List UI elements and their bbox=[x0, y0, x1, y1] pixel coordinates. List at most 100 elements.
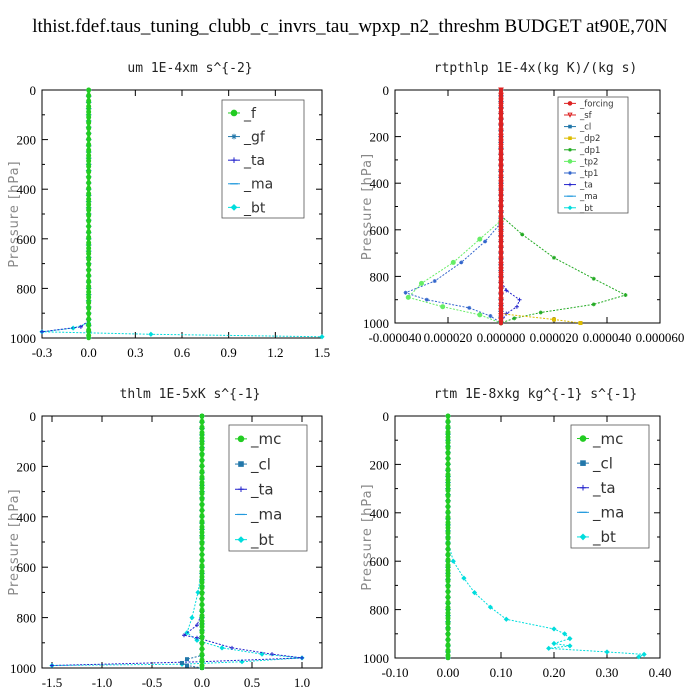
data-point bbox=[498, 220, 504, 227]
x-tick-label: 0.5 bbox=[244, 675, 260, 690]
legend-entry: _ma bbox=[250, 506, 282, 525]
data-point bbox=[199, 624, 205, 630]
data-point bbox=[199, 529, 205, 535]
legend-marker bbox=[568, 182, 572, 187]
data-point bbox=[483, 239, 488, 244]
data-point bbox=[199, 507, 205, 513]
data-point bbox=[199, 474, 205, 480]
data-point bbox=[445, 557, 451, 563]
data-point bbox=[498, 195, 504, 201]
data-point bbox=[445, 583, 451, 589]
zero-line-overlay bbox=[199, 413, 205, 668]
data-point bbox=[498, 225, 504, 232]
legend-marker bbox=[579, 533, 587, 541]
data-point bbox=[86, 109, 92, 115]
legend-entry: _bt bbox=[592, 528, 616, 547]
x-tick-label: 0.30 bbox=[596, 665, 619, 680]
data-point bbox=[199, 496, 205, 502]
data-point bbox=[319, 334, 325, 340]
y-tick-label: 200 bbox=[370, 130, 390, 145]
data-point bbox=[86, 229, 92, 235]
series-line bbox=[500, 90, 581, 324]
series-line bbox=[51, 416, 303, 666]
data-point bbox=[86, 223, 92, 229]
x-tick-label: -0.000040 bbox=[368, 330, 421, 345]
data-point bbox=[424, 297, 429, 302]
data-point bbox=[86, 300, 92, 306]
data-point bbox=[199, 629, 205, 635]
data-point bbox=[199, 590, 205, 596]
data-point bbox=[445, 493, 451, 499]
data-point bbox=[498, 113, 504, 119]
data-point bbox=[270, 652, 274, 657]
legend-entry: _ma bbox=[243, 177, 273, 193]
data-point bbox=[498, 143, 504, 150]
data-point bbox=[180, 660, 184, 665]
data-point bbox=[636, 654, 642, 660]
data-point bbox=[546, 645, 552, 651]
data-point bbox=[562, 631, 568, 637]
panel-title: rtpthlp 1E-4x(kg K)/(kg s) bbox=[434, 61, 638, 76]
legend-entry: _mc bbox=[250, 430, 281, 449]
x-tick-label: 0.000020 bbox=[424, 330, 473, 345]
data-point bbox=[459, 260, 464, 265]
data-point bbox=[445, 519, 451, 525]
data-point bbox=[498, 133, 504, 140]
data-point bbox=[199, 463, 205, 469]
data-point bbox=[498, 287, 504, 294]
x-tick-label: 0.10 bbox=[490, 665, 513, 680]
data-point bbox=[445, 509, 451, 515]
panel-rtm: rtm 1E-8xkg kg^{-1} s^{-1} Pressure [hPa]… bbox=[360, 387, 671, 680]
data-point bbox=[86, 92, 92, 98]
data-point bbox=[219, 645, 225, 651]
data-point bbox=[199, 662, 205, 668]
x-tick-label: 0.000000 bbox=[477, 330, 526, 345]
data-point bbox=[419, 280, 424, 286]
data-point bbox=[445, 631, 451, 637]
data-point bbox=[445, 647, 451, 653]
y-tick-label: 0 bbox=[30, 409, 37, 424]
data-point bbox=[86, 136, 92, 142]
data-point bbox=[445, 621, 451, 627]
figure-title: lthist.fdef.taus_tuning_clubb_c_invrs_ta… bbox=[32, 16, 668, 37]
x-tick-label: 0.6 bbox=[174, 345, 191, 360]
data-point bbox=[552, 317, 556, 322]
series-line bbox=[41, 90, 90, 333]
data-point bbox=[199, 518, 205, 524]
data-point bbox=[86, 180, 92, 186]
data-point bbox=[86, 294, 92, 300]
y-tick-label: 800 bbox=[370, 603, 390, 618]
data-point bbox=[199, 651, 205, 657]
data-point bbox=[86, 185, 92, 191]
x-tick-label: 1.5 bbox=[314, 345, 330, 360]
panel-rtpthlp: rtpthlp 1E-4x(kg K)/(kg s) Pressure [hPa]… bbox=[360, 61, 684, 345]
data-point bbox=[467, 305, 472, 310]
data-point bbox=[185, 663, 189, 668]
legend-marker bbox=[237, 435, 245, 443]
data-point bbox=[199, 657, 205, 663]
data-point bbox=[199, 613, 205, 619]
series-line bbox=[500, 90, 627, 324]
data-point bbox=[445, 594, 451, 600]
data-point bbox=[199, 468, 205, 474]
data-point bbox=[498, 210, 504, 217]
y-tick-label: 0 bbox=[383, 409, 390, 424]
data-point bbox=[86, 174, 92, 180]
data-point bbox=[498, 184, 504, 191]
data-point bbox=[199, 502, 205, 508]
data-point bbox=[450, 558, 456, 564]
data-point bbox=[498, 307, 504, 314]
data-point bbox=[498, 128, 504, 135]
x-tick-label: 0.20 bbox=[543, 665, 566, 680]
data-point bbox=[498, 313, 504, 319]
data-point bbox=[199, 413, 205, 419]
data-point bbox=[551, 640, 557, 647]
legend: _mc _cl _ta _ma _bt bbox=[228, 424, 308, 552]
data-point bbox=[230, 645, 234, 650]
data-point bbox=[445, 429, 451, 435]
data-point bbox=[86, 262, 92, 268]
data-point bbox=[487, 604, 493, 610]
legend-marker bbox=[231, 133, 237, 140]
x-tick-label: 0.3 bbox=[127, 345, 143, 360]
data-point bbox=[445, 456, 451, 462]
